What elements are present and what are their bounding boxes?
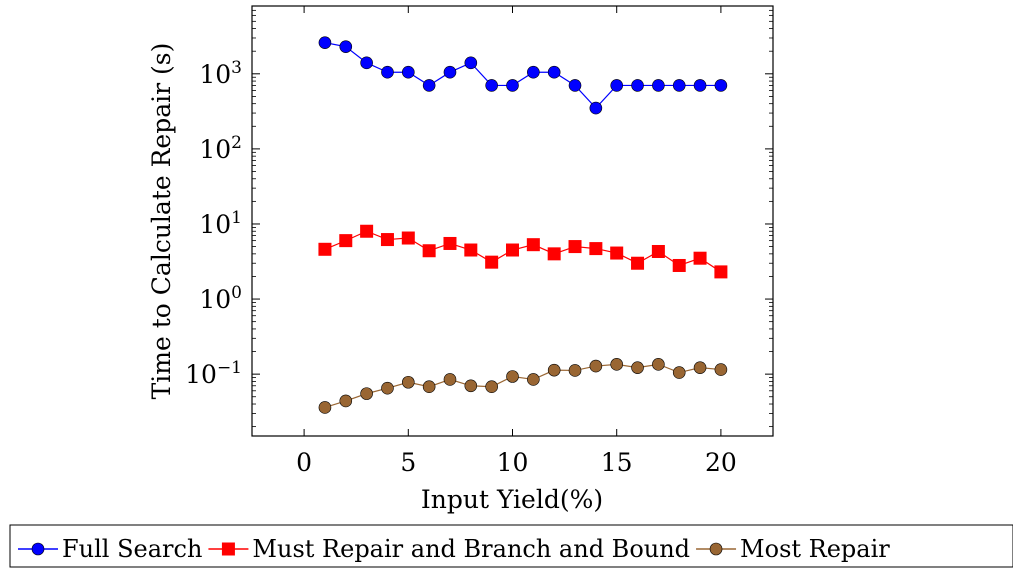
data-point bbox=[360, 387, 373, 400]
data-point bbox=[526, 238, 540, 252]
data-point bbox=[568, 79, 582, 92]
legend-marker bbox=[221, 542, 235, 556]
data-point bbox=[485, 380, 498, 394]
data-point bbox=[443, 65, 457, 79]
data-point bbox=[547, 363, 561, 377]
x-tick-label: 20 bbox=[705, 448, 737, 477]
series-2 bbox=[318, 358, 728, 414]
data-point bbox=[693, 361, 707, 374]
data-point bbox=[714, 363, 728, 376]
data-point bbox=[422, 380, 436, 394]
legend-label: Most Repair bbox=[740, 535, 890, 563]
data-point bbox=[506, 370, 519, 383]
data-point bbox=[422, 244, 436, 258]
series-0 bbox=[318, 36, 728, 115]
minor-ticks bbox=[252, 5, 773, 428]
legend-items: Full Search Must Repair and Branch and Bo… bbox=[18, 535, 890, 563]
data-point bbox=[318, 242, 332, 256]
data-point bbox=[714, 79, 728, 92]
legend: Full Search Must Repair and Branch and Bo… bbox=[9, 524, 1013, 568]
data-point bbox=[631, 79, 644, 92]
data-point bbox=[506, 79, 519, 92]
data-point bbox=[547, 247, 561, 261]
data-point bbox=[339, 394, 353, 408]
data-point bbox=[464, 243, 478, 257]
data-point bbox=[401, 375, 415, 389]
legend-marker bbox=[709, 542, 723, 556]
data-point bbox=[693, 79, 707, 92]
data-point bbox=[485, 79, 498, 92]
y-tick-label: 101 bbox=[199, 208, 242, 239]
series-layer bbox=[318, 36, 728, 414]
y-tick-label: 103 bbox=[199, 58, 242, 89]
data-point bbox=[527, 65, 540, 79]
legend-marker bbox=[31, 542, 45, 556]
data-point bbox=[651, 244, 665, 258]
data-point bbox=[380, 233, 394, 247]
data-point bbox=[464, 56, 478, 70]
x-tick-labels: 0 5 10 15 20 bbox=[296, 448, 737, 477]
data-point bbox=[360, 224, 374, 238]
data-point bbox=[527, 373, 540, 386]
major-ticks bbox=[252, 6, 773, 436]
legend-item-1: Must Repair and Branch and Bound bbox=[208, 535, 690, 563]
x-tick-label: 5 bbox=[400, 448, 416, 477]
data-point bbox=[693, 251, 707, 265]
x-tick-label: 15 bbox=[601, 448, 633, 477]
x-axis-title: Input Yield(%) bbox=[421, 485, 603, 514]
data-point bbox=[610, 246, 624, 260]
x-tick-label: 10 bbox=[497, 448, 529, 477]
data-point bbox=[464, 379, 478, 393]
data-point bbox=[485, 255, 499, 269]
data-point bbox=[568, 240, 582, 254]
data-point bbox=[381, 65, 394, 79]
data-point bbox=[401, 65, 415, 79]
x-tick-label: 0 bbox=[296, 448, 312, 477]
y-tick-label: 100 bbox=[199, 283, 242, 314]
legend-item-2: Most Repair bbox=[696, 535, 890, 563]
data-point bbox=[652, 79, 665, 92]
y-tick-label: 102 bbox=[199, 133, 242, 164]
data-point bbox=[589, 101, 603, 115]
data-point bbox=[360, 56, 373, 70]
data-point bbox=[401, 231, 415, 245]
data-point bbox=[568, 364, 582, 377]
data-point bbox=[443, 373, 457, 386]
legend-label: Full Search bbox=[62, 535, 202, 563]
series-1 bbox=[318, 224, 728, 279]
plot-frame bbox=[251, 5, 774, 437]
data-point bbox=[672, 79, 686, 92]
data-point bbox=[714, 265, 728, 279]
data-point bbox=[589, 359, 603, 373]
data-point bbox=[672, 366, 686, 379]
data-point bbox=[381, 381, 394, 395]
legend-label: Must Repair and Branch and Bound bbox=[252, 535, 690, 563]
y-tick-labels: 10−1 100 101 102 103 bbox=[185, 58, 242, 389]
data-point bbox=[652, 358, 665, 371]
data-point bbox=[443, 236, 457, 250]
y-tick-label: 10−1 bbox=[185, 358, 242, 389]
legend-box bbox=[9, 524, 1013, 568]
data-point bbox=[422, 79, 436, 92]
data-point bbox=[672, 258, 686, 272]
data-point bbox=[506, 243, 519, 257]
data-point bbox=[318, 401, 332, 414]
y-axis-title: Time to Calculate Repair (s) bbox=[147, 43, 176, 400]
data-point bbox=[547, 65, 561, 79]
data-point bbox=[631, 256, 645, 270]
data-point bbox=[589, 242, 603, 256]
data-point bbox=[318, 36, 332, 49]
data-point bbox=[610, 358, 624, 371]
data-point bbox=[339, 40, 353, 53]
data-point bbox=[339, 234, 353, 248]
data-point bbox=[610, 79, 624, 92]
data-point bbox=[631, 361, 644, 374]
legend-item-0: Full Search bbox=[18, 535, 202, 563]
